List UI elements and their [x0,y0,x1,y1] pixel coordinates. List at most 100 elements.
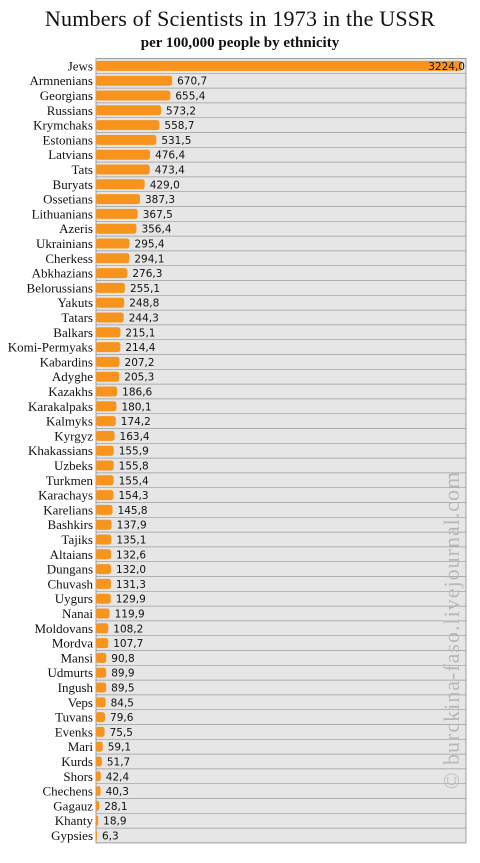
category-label: Shors [63,769,93,784]
category-label: Cherkess [45,251,93,266]
bar [96,134,157,145]
category-label: Lithuanians [32,206,93,221]
value-label: 155,8 [119,461,149,473]
bar [96,815,99,826]
category-label: Ukrainians [36,236,93,251]
value-label: 131,3 [116,579,146,591]
category-label: Abkhazians [32,266,93,281]
bar [96,593,111,604]
category-label: Georgians [40,88,93,103]
bar [96,297,125,308]
category-label: Tajiks [61,532,93,547]
bar [96,549,112,560]
bar [96,741,103,752]
value-label: 135,1 [116,535,146,547]
category-label: Azeris [59,221,93,236]
category-label: Krymchaks [33,118,93,133]
value-label: 90,8 [111,653,134,665]
bar [96,342,121,353]
bar [96,90,171,101]
bar [96,430,115,441]
category-label: Adyghe [52,369,93,384]
category-label: Khanty [55,813,94,828]
value-label: 186,6 [122,387,152,399]
plot-area [95,58,467,844]
category-label: Karakalpaks [28,399,93,414]
bar [96,194,140,205]
value-label: 6,3 [102,831,119,843]
value-label: 89,5 [111,683,134,695]
category-label: Balkars [53,325,93,340]
bar [96,608,110,619]
category-label: Tats [72,162,93,177]
value-label: 294,1 [134,253,164,265]
category-label: Buryats [53,177,93,192]
bar [96,638,109,649]
bar [96,164,150,175]
value-label: 174,2 [121,416,151,428]
bar [96,726,105,737]
value-label: 108,2 [113,623,143,635]
bar [96,578,111,589]
bar [96,504,113,515]
category-label: Mansi [61,650,94,665]
category-label: Gypsies [51,828,93,843]
value-label: 655,4 [175,91,205,103]
category-label: Bashkirs [48,517,94,532]
bar [96,460,114,471]
chart-subtitle: per 100,000 people by ethnicity [140,35,340,51]
value-label: 248,8 [129,298,159,310]
bar [96,105,162,116]
bar [96,179,145,190]
value-label: 84,5 [111,697,134,709]
value-label: 129,9 [116,594,146,606]
category-label: Tuvans [55,710,93,725]
category-label: Latvians [48,147,93,162]
value-label: 205,3 [124,372,154,384]
bar [96,830,97,841]
bar [96,652,107,663]
bar [96,60,462,71]
value-label: 3224,0 [428,61,465,73]
bar [96,238,130,249]
bar [96,223,137,234]
category-label: Kalmyks [46,414,93,429]
bar [96,800,100,811]
category-label: Chuvash [48,576,94,591]
category-label: Udmurts [48,665,94,680]
category-label: Gagauz [53,798,93,813]
category-label: Altaians [50,547,93,562]
value-label: 132,6 [116,549,146,561]
value-label: 180,1 [121,401,151,413]
value-label: 207,2 [125,357,155,369]
category-label: Evenks [55,724,93,739]
value-label: 558,7 [164,120,194,132]
value-label: 163,4 [120,431,150,443]
category-label: Ossetians [43,192,93,207]
value-label: 214,4 [125,342,155,354]
bar [96,75,173,86]
category-label: Uzbeks [54,458,93,473]
value-label: 51,7 [107,757,130,769]
category-label: Yakuts [57,295,93,310]
category-label: Moldovans [35,621,94,636]
value-label: 154,3 [119,490,149,502]
value-label: 367,5 [143,209,173,221]
bar [96,534,112,545]
bar [96,149,151,160]
bar [96,401,117,412]
bar [96,371,120,382]
category-label: Mordva [52,636,93,651]
category-label: Komi-Permyaks [8,340,93,355]
value-label: 255,1 [130,283,160,295]
value-label: 215,1 [125,327,155,339]
value-label: 573,2 [166,105,196,117]
value-label: 473,4 [155,165,185,177]
value-label: 155,9 [119,446,149,458]
bar [96,519,112,530]
bar [96,682,107,693]
bar [96,327,121,338]
bar [96,208,138,219]
category-label: Armnenians [29,73,93,88]
